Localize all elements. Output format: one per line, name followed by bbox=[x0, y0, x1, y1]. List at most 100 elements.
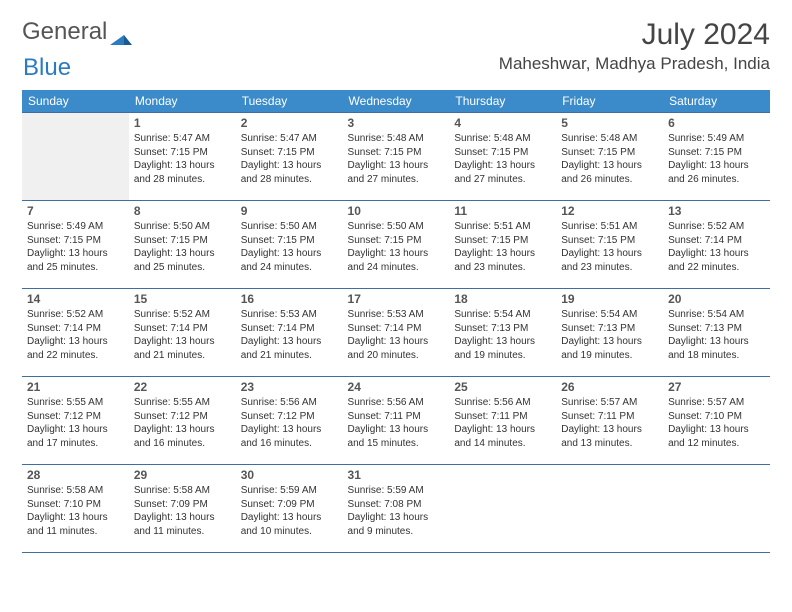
sunset-line: Sunset: 7:11 PM bbox=[348, 410, 445, 424]
calendar-cell: 20Sunrise: 5:54 AMSunset: 7:13 PMDayligh… bbox=[663, 289, 770, 377]
day-number: 17 bbox=[348, 292, 445, 306]
day-number: 27 bbox=[668, 380, 765, 394]
daylight-line: Daylight: 13 hours and 18 minutes. bbox=[668, 335, 765, 362]
calendar-cell: 15 Sunrise: 5:52 AMSunset: 7:14 PMDayligh… bbox=[129, 289, 236, 377]
sunrise-line: Sunrise: 5:56 AM bbox=[241, 396, 338, 410]
sunset-line: Sunset: 7:15 PM bbox=[134, 234, 231, 248]
sunset-line: Sunset: 7:15 PM bbox=[241, 146, 338, 160]
day-number: 12 bbox=[561, 204, 658, 218]
calendar-cell: 1Sunrise: 5:47 AMSunset: 7:15 PMDaylight… bbox=[129, 113, 236, 201]
sunrise-line: Sunrise: 5:52 AM bbox=[134, 308, 231, 322]
calendar-cell bbox=[556, 465, 663, 553]
day-number: 9 bbox=[241, 204, 338, 218]
calendar-cell: 31Sunrise: 5:59 AMSunset: 7:08 PMDayligh… bbox=[343, 465, 450, 553]
sunset-line: Sunset: 7:15 PM bbox=[134, 146, 231, 160]
sunrise-line: Sunrise: 5:53 AM bbox=[348, 308, 445, 322]
daylight-line: Daylight: 13 hours and 17 minutes. bbox=[27, 423, 124, 450]
daylight-line: Daylight: 13 hours and 28 minutes. bbox=[241, 159, 338, 186]
sunset-line: Sunset: 7:15 PM bbox=[454, 146, 551, 160]
sunset-line: Sunset: 7:10 PM bbox=[27, 498, 124, 512]
daylight-line: Daylight: 13 hours and 21 minutes. bbox=[241, 335, 338, 362]
daylight-line: Daylight: 13 hours and 25 minutes. bbox=[134, 247, 231, 274]
sunrise-line: Sunrise: 5:57 AM bbox=[561, 396, 658, 410]
sunset-line: Sunset: 7:13 PM bbox=[561, 322, 658, 336]
calendar-cell: 2Sunrise: 5:47 AMSunset: 7:15 PMDaylight… bbox=[236, 113, 343, 201]
calendar-cell: 19 Sunrise: 5:54 AMSunset: 7:13 PMDayligh… bbox=[556, 289, 663, 377]
daylight-line: Daylight: 13 hours and 15 minutes. bbox=[348, 423, 445, 450]
day-number: 22 bbox=[134, 380, 231, 394]
calendar-cell: 3Sunrise: 5:48 AMSunset: 7:15 PMDaylight… bbox=[343, 113, 450, 201]
daylight-line: Daylight: 13 hours and 16 minutes. bbox=[241, 423, 338, 450]
calendar-cell: 6Sunrise: 5:49 AMSunset: 7:15 PMDaylight… bbox=[663, 113, 770, 201]
sunrise-line: Sunrise: 5:54 AM bbox=[561, 308, 658, 322]
calendar-cell: 23 Sunrise: 5:56 AMSunset: 7:12 PMDayligh… bbox=[236, 377, 343, 465]
daylight-line: Daylight: 13 hours and 19 minutes. bbox=[561, 335, 658, 362]
calendar-cell: 7Sunrise: 5:49 AMSunset: 7:15 PMDaylight… bbox=[22, 201, 129, 289]
day-number: 3 bbox=[348, 116, 445, 130]
day-number: 10 bbox=[348, 204, 445, 218]
daylight-line: Daylight: 13 hours and 27 minutes. bbox=[454, 159, 551, 186]
daylight-line: Daylight: 13 hours and 26 minutes. bbox=[668, 159, 765, 186]
calendar-cell: 11Sunrise: 5:51 AMSunset: 7:15 PMDayligh… bbox=[449, 201, 556, 289]
calendar-cell: 5Sunrise: 5:48 AMSunset: 7:15 PMDaylight… bbox=[556, 113, 663, 201]
sunset-line: Sunset: 7:14 PM bbox=[348, 322, 445, 336]
day-number: 19 bbox=[561, 292, 658, 306]
calendar-cell: 17Sunrise: 5:53 AMSunset: 7:14 PMDayligh… bbox=[343, 289, 450, 377]
calendar-body: 1Sunrise: 5:47 AMSunset: 7:15 PMDaylight… bbox=[22, 113, 770, 553]
day-number: 14 bbox=[27, 292, 124, 306]
calendar-cell: 10Sunrise: 5:50 AMSunset: 7:15 PMDayligh… bbox=[343, 201, 450, 289]
sunrise-line: Sunrise: 5:59 AM bbox=[348, 484, 445, 498]
daylight-line: Daylight: 13 hours and 23 minutes. bbox=[561, 247, 658, 274]
sunset-line: Sunset: 7:14 PM bbox=[668, 234, 765, 248]
day-header: Wednesday bbox=[343, 90, 450, 113]
sunrise-line: Sunrise: 5:59 AM bbox=[241, 484, 338, 498]
daylight-line: Daylight: 13 hours and 22 minutes. bbox=[27, 335, 124, 362]
sunset-line: Sunset: 7:15 PM bbox=[561, 234, 658, 248]
daylight-line: Daylight: 13 hours and 23 minutes. bbox=[454, 247, 551, 274]
sunrise-line: Sunrise: 5:48 AM bbox=[561, 132, 658, 146]
calendar-cell: 26Sunrise: 5:57 AMSunset: 7:11 PMDayligh… bbox=[556, 377, 663, 465]
daylight-line: Daylight: 13 hours and 11 minutes. bbox=[134, 511, 231, 538]
sunrise-line: Sunrise: 5:56 AM bbox=[348, 396, 445, 410]
day-number: 7 bbox=[27, 204, 124, 218]
daylight-line: Daylight: 13 hours and 25 minutes. bbox=[27, 247, 124, 274]
sunset-line: Sunset: 7:12 PM bbox=[241, 410, 338, 424]
daylight-line: Daylight: 13 hours and 11 minutes. bbox=[27, 511, 124, 538]
calendar-cell: 14Sunrise: 5:52 AMSunset: 7:14 PMDayligh… bbox=[22, 289, 129, 377]
sunset-line: Sunset: 7:09 PM bbox=[134, 498, 231, 512]
day-number: 23 bbox=[241, 380, 338, 394]
sunset-line: Sunset: 7:11 PM bbox=[454, 410, 551, 424]
daylight-line: Daylight: 13 hours and 21 minutes. bbox=[134, 335, 231, 362]
sunset-line: Sunset: 7:10 PM bbox=[668, 410, 765, 424]
sunset-line: Sunset: 7:14 PM bbox=[134, 322, 231, 336]
day-number: 15 bbox=[134, 292, 231, 306]
sunrise-line: Sunrise: 5:52 AM bbox=[668, 220, 765, 234]
day-number: 16 bbox=[241, 292, 338, 306]
day-header: Sunday bbox=[22, 90, 129, 113]
calendar-cell: 25Sunrise: 5:56 AMSunset: 7:11 PMDayligh… bbox=[449, 377, 556, 465]
calendar-cell: 12 Sunrise: 5:51 AMSunset: 7:15 PMDayligh… bbox=[556, 201, 663, 289]
daylight-line: Daylight: 13 hours and 26 minutes. bbox=[561, 159, 658, 186]
daylight-line: Daylight: 13 hours and 12 minutes. bbox=[668, 423, 765, 450]
day-number: 11 bbox=[454, 204, 551, 218]
calendar-cell: 8 Sunrise: 5:50 AMSunset: 7:15 PMDaylight… bbox=[129, 201, 236, 289]
sunrise-line: Sunrise: 5:50 AM bbox=[241, 220, 338, 234]
sunset-line: Sunset: 7:15 PM bbox=[454, 234, 551, 248]
day-number: 26 bbox=[561, 380, 658, 394]
day-number: 28 bbox=[27, 468, 124, 482]
sunrise-line: Sunrise: 5:54 AM bbox=[668, 308, 765, 322]
day-number: 13 bbox=[668, 204, 765, 218]
calendar-head: SundayMondayTuesdayWednesdayThursdayFrid… bbox=[22, 90, 770, 113]
sunrise-line: Sunrise: 5:55 AM bbox=[134, 396, 231, 410]
sunrise-line: Sunrise: 5:49 AM bbox=[668, 132, 765, 146]
day-number: 31 bbox=[348, 468, 445, 482]
day-number: 29 bbox=[134, 468, 231, 482]
day-header: Tuesday bbox=[236, 90, 343, 113]
sunrise-line: Sunrise: 5:50 AM bbox=[134, 220, 231, 234]
calendar-cell: 29Sunrise: 5:58 AMSunset: 7:09 PMDayligh… bbox=[129, 465, 236, 553]
daylight-line: Daylight: 13 hours and 27 minutes. bbox=[348, 159, 445, 186]
sunrise-line: Sunrise: 5:51 AM bbox=[561, 220, 658, 234]
day-number: 8 bbox=[134, 204, 231, 218]
day-number: 25 bbox=[454, 380, 551, 394]
sunrise-line: Sunrise: 5:54 AM bbox=[454, 308, 551, 322]
